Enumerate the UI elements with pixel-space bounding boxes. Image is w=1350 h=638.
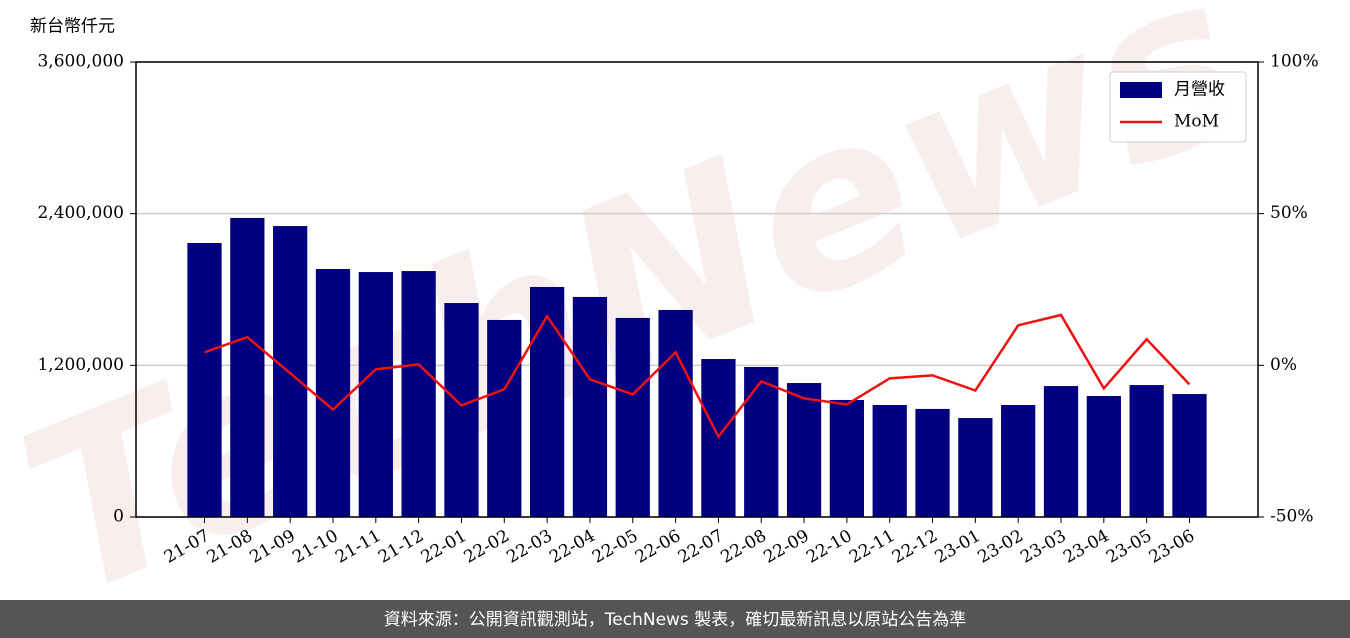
- x-tick-label: 22-05: [589, 526, 641, 568]
- x-tick-label: 23-04: [1060, 526, 1112, 568]
- bar: [829, 399, 865, 517]
- bar: [487, 319, 522, 517]
- bar: [1001, 405, 1036, 517]
- bar: [401, 271, 436, 517]
- y-tick-label: 3,600,000: [37, 52, 124, 72]
- x-tick-label: 22-04: [546, 526, 598, 568]
- plot-frame: [135, 61, 1259, 518]
- bar: [1129, 385, 1164, 517]
- bar: [444, 303, 479, 517]
- bar: [1172, 394, 1207, 517]
- y-tick-label: 0: [113, 507, 124, 527]
- y2-tick-label: -50%: [1270, 507, 1314, 527]
- bar: [230, 217, 265, 518]
- x-tick-label: 23-05: [1103, 526, 1155, 568]
- footer-bar: [0, 600, 1350, 638]
- bar: [358, 272, 393, 517]
- footer: 資料來源：公開資訊觀測站，TechNews 製表，確切最新訊息以原站公告為準: [384, 610, 966, 630]
- x-tick-label: 23-02: [974, 526, 1026, 568]
- x-tick-label: 22-12: [889, 526, 941, 568]
- y2-tick-label: 0%: [1270, 355, 1297, 375]
- x-tick-label: 22-09: [760, 526, 812, 568]
- x-tick-label: 22-10: [803, 526, 855, 568]
- x-tick-label: 22-07: [675, 526, 727, 568]
- y2-tick-label: 50%: [1270, 203, 1308, 223]
- line: [204, 313, 1191, 439]
- x-tick-label: 22-03: [503, 526, 555, 568]
- bar: [958, 418, 993, 517]
- bar: [744, 366, 779, 517]
- legend-label: MoM: [1174, 112, 1219, 132]
- y-tick-label: 1,200,000: [37, 355, 124, 375]
- bar: [786, 383, 822, 517]
- bar: [315, 269, 351, 517]
- x-tick-label: 23-01: [932, 526, 984, 568]
- legend-label: 月營收: [1174, 80, 1225, 100]
- bar: [187, 242, 222, 517]
- y-tick-label: 2,400,000: [37, 203, 124, 223]
- bar: [529, 286, 565, 517]
- x-tick-label: 22-02: [461, 526, 513, 568]
- bar: [658, 309, 693, 517]
- x-tick-label: 23-06: [1146, 526, 1198, 568]
- bar: [572, 296, 608, 517]
- x-tick-label: 22-08: [718, 526, 770, 568]
- legend-swatch: [1120, 82, 1162, 98]
- bar: [915, 408, 950, 517]
- x-tick-label: 22-01: [418, 526, 470, 568]
- x-tick-label: 21-12: [375, 526, 427, 568]
- x-tick-label: 22-06: [632, 526, 684, 568]
- y-axis-label: 新台幣仟元: [30, 17, 115, 37]
- x-tick-label: 23-03: [1017, 526, 1069, 568]
- x-tick-label: 22-11: [846, 526, 898, 568]
- bar: [1086, 396, 1121, 517]
- bar: [615, 317, 650, 517]
- bar: [273, 226, 308, 517]
- bar: [1043, 386, 1079, 517]
- bar: [872, 405, 907, 517]
- y2-tick-label: 100%: [1270, 52, 1319, 72]
